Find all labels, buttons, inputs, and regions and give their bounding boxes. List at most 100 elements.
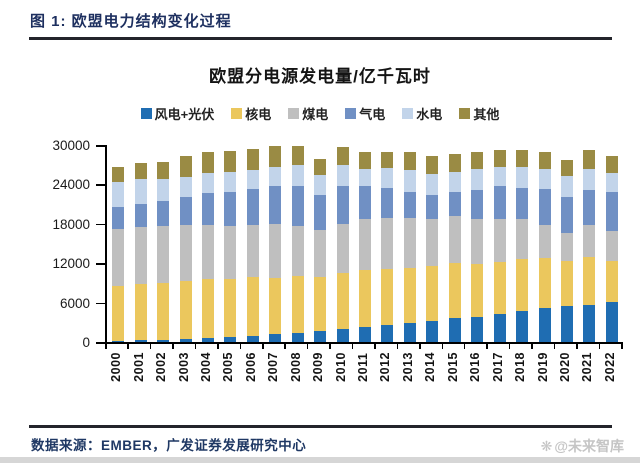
bar-segment [538, 152, 551, 169]
x-tick-label: 2013 [400, 352, 415, 382]
bar-segment [605, 301, 618, 342]
bar-segment [471, 317, 484, 342]
bar-segment [134, 163, 147, 180]
x-tick-label: 2017 [490, 352, 505, 382]
x-label-slot: 2019 [531, 352, 553, 382]
legend-swatch [459, 108, 471, 119]
bar-segment [157, 178, 170, 201]
y-tick-mark [96, 184, 105, 186]
bar-2016 [471, 151, 484, 342]
legend-label: 核电 [245, 107, 272, 122]
bar-segment [560, 159, 573, 177]
bar-segment [448, 318, 461, 342]
bar-segment [583, 225, 596, 257]
bar-segment [269, 166, 282, 187]
bar-2021 [583, 149, 596, 342]
bar-slot-2018 [511, 145, 533, 342]
bar-segment [314, 174, 327, 196]
bar-segment [134, 284, 147, 341]
bar-segment [314, 230, 327, 277]
bar-segment [246, 336, 259, 342]
bar-segment [201, 151, 214, 173]
bar-segment [516, 259, 529, 312]
bar-2011 [359, 152, 372, 342]
bar-segment [336, 165, 349, 187]
x-tick-label: 2021 [580, 352, 595, 382]
bar-segment [336, 328, 349, 342]
bar-segment [448, 191, 461, 216]
bar-segment [314, 195, 327, 231]
bar-segment [538, 169, 551, 189]
bar-segment [359, 169, 372, 186]
bar-segment [157, 200, 170, 227]
chart-title: 欧盟分电源发电量/亿千瓦时 [209, 67, 431, 86]
x-label-slot: 2015 [442, 352, 464, 382]
bar-segment [560, 232, 573, 261]
y-tick-mark [96, 302, 105, 305]
x-tick-mark [262, 344, 264, 349]
y-tick-label: 24000 [52, 177, 90, 193]
bar-segment [269, 334, 282, 342]
y-tick-label: 18000 [52, 216, 90, 232]
bar-segment [381, 269, 394, 326]
x-tick-mark [396, 344, 399, 349]
x-tick-label: 2019 [535, 352, 550, 382]
legend-label: 气电 [359, 107, 386, 122]
bar-segment [336, 224, 349, 274]
bar-segment [448, 215, 461, 264]
y-tick-label: 0 [82, 335, 90, 350]
bar-segment [336, 273, 349, 329]
bar-segment [112, 167, 125, 183]
x-tick-label: 2022 [602, 352, 617, 382]
bar-segment [201, 193, 214, 225]
bar-series-container [107, 145, 623, 342]
bar-slot-2002 [152, 145, 174, 342]
bar-slot-2001 [129, 145, 151, 342]
legend-swatch [402, 108, 414, 119]
x-tick-mark [621, 344, 623, 349]
figure-title: 图 1: 欧盟电力结构变化过程 [30, 13, 232, 30]
bar-slot-2008 [287, 145, 309, 342]
bar-segment [179, 225, 192, 282]
x-tick-mark [553, 344, 556, 349]
bar-segment [426, 218, 439, 266]
bar-segment [605, 231, 618, 262]
bar-slot-2015 [444, 145, 466, 342]
bar-slot-2003 [174, 145, 196, 342]
bar-segment [426, 321, 439, 342]
bar-segment [471, 151, 484, 170]
x-tick-label: 2005 [221, 352, 236, 382]
bar-segment [426, 194, 439, 219]
bar-segment [448, 171, 461, 192]
bar-2015 [448, 153, 461, 342]
bar-segment [157, 282, 170, 340]
watermark-logo-icon: ❋ [540, 437, 553, 454]
bar-segment [336, 186, 349, 225]
bar-2014 [426, 155, 439, 342]
bar-segment [583, 256, 596, 305]
bar-segment [471, 189, 484, 219]
bar-segment [314, 330, 327, 342]
bar-slot-2020 [556, 145, 578, 342]
x-label-slot: 2016 [464, 352, 486, 382]
legend-item-3: 气电 [345, 104, 385, 123]
header-divider [29, 37, 612, 40]
bar-segment [403, 217, 416, 268]
x-tick-mark [598, 344, 601, 349]
x-label-slot: 2011 [352, 352, 374, 382]
bar-segment [157, 226, 170, 283]
bar-segment [246, 169, 259, 190]
bar-segment [403, 152, 416, 170]
bar-segment [246, 189, 259, 226]
bar-2000 [112, 167, 125, 342]
bar-segment [336, 147, 349, 166]
x-tick-mark [508, 344, 511, 349]
bar-segment [516, 311, 529, 342]
bar-segment [381, 151, 394, 169]
bar-segment [560, 176, 573, 198]
bar-segment [269, 146, 282, 167]
x-tick-mark [284, 344, 286, 349]
bar-segment [605, 261, 618, 302]
x-label-slot: 2001 [127, 352, 149, 382]
bar-segment [426, 265, 439, 322]
